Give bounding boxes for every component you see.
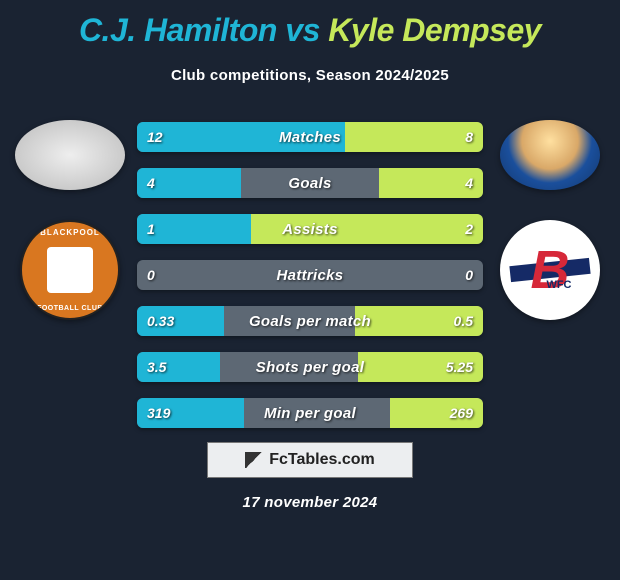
stat-row: 319269Min per goal (137, 398, 483, 428)
player2-photo (500, 120, 600, 190)
stat-label: Shots per goal (137, 352, 483, 382)
stats-container: 128Matches 44Goals 12Assists 00Hattricks 0.3… (137, 122, 483, 428)
club2-monogram-letter: B (531, 240, 570, 300)
club2-monogram: B WFC (531, 239, 570, 301)
stat-row: 3.55.25Shots per goal (137, 352, 483, 382)
stat-label: Hattricks (137, 260, 483, 290)
stat-row: 12Assists (137, 214, 483, 244)
stat-label: Goals per match (137, 306, 483, 336)
stat-label: Assists (137, 214, 483, 244)
title-player2: Kyle Dempsey (328, 12, 541, 48)
stat-label: Min per goal (137, 398, 483, 428)
footer-date: 17 november 2024 (243, 494, 378, 511)
player1-club-crest: BLACKPOOL FOOTBALL CLUB (20, 220, 120, 320)
page-title: C.J. Hamilton vs Kyle Dempsey (0, 0, 620, 49)
site-logo[interactable]: FcTables.com (207, 442, 413, 478)
subtitle: Club competitions, Season 2024/2025 (0, 67, 620, 84)
stat-label: Matches (137, 122, 483, 152)
player1-column: BLACKPOOL FOOTBALL CLUB (10, 120, 130, 320)
player2-club-crest: B WFC (500, 220, 600, 320)
player1-photo (15, 120, 125, 190)
club1-label-bottom: FOOTBALL CLUB (37, 305, 103, 312)
stat-row: 128Matches (137, 122, 483, 152)
player2-column: B WFC (490, 120, 610, 320)
title-vs: vs (285, 12, 320, 48)
stat-row: 00Hattricks (137, 260, 483, 290)
club1-inner-shield-icon (47, 247, 93, 293)
stat-row: 0.330.5Goals per match (137, 306, 483, 336)
chart-icon (245, 452, 263, 468)
site-label: FcTables.com (269, 451, 375, 469)
title-player1: C.J. Hamilton (79, 12, 277, 48)
club2-suffix: WFC (546, 279, 571, 291)
stat-row: 44Goals (137, 168, 483, 198)
stat-label: Goals (137, 168, 483, 198)
club1-label-top: BLACKPOOL (40, 228, 100, 237)
